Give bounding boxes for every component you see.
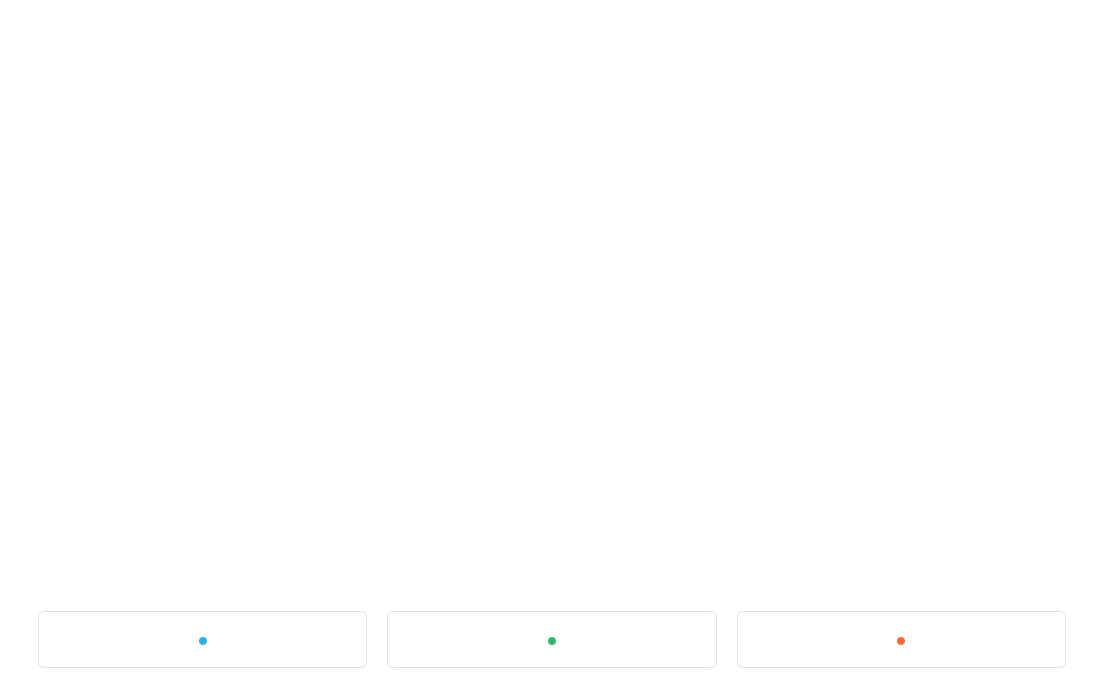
gauge-svg [0, 0, 1104, 560]
legend-row [38, 611, 1066, 668]
legend-card-avg [387, 611, 716, 668]
cost-gauge [0, 0, 1104, 560]
legend-max-label [897, 637, 905, 645]
legend-card-max [737, 611, 1066, 668]
legend-min-label [199, 637, 207, 645]
legend-avg-label [548, 637, 556, 645]
legend-card-min [38, 611, 367, 668]
